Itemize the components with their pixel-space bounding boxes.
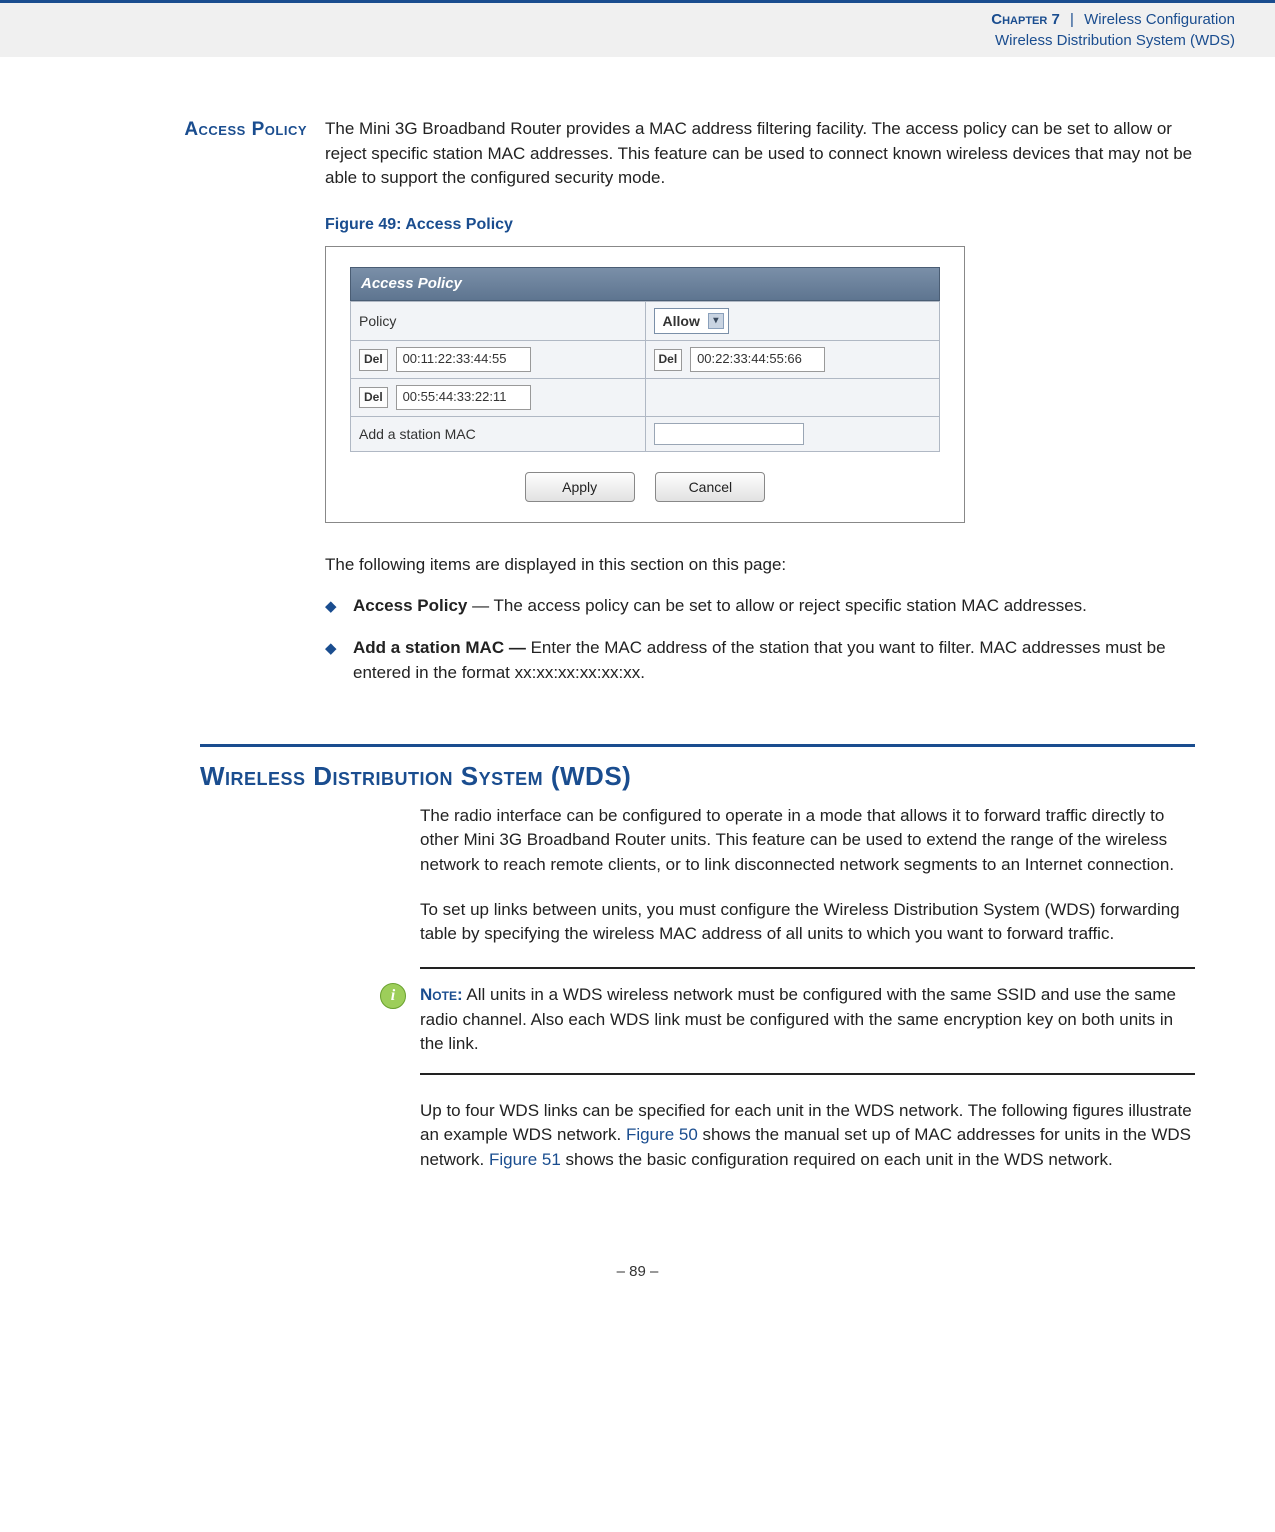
mac-value-1: 00:11:22:33:44:55 bbox=[396, 347, 531, 372]
bullet-icon: ◆ bbox=[325, 636, 353, 685]
figure-50-link[interactable]: Figure 50 bbox=[626, 1125, 698, 1144]
mac-cell-2: Del 00:22:33:44:55:66 bbox=[645, 341, 940, 379]
bullet-icon: ◆ bbox=[325, 594, 353, 619]
bullet-item-1: ◆ Access Policy — The access policy can … bbox=[325, 594, 1195, 619]
figure-49-caption: Figure 49: Access Policy bbox=[325, 213, 1195, 236]
add-mac-input[interactable] bbox=[654, 423, 804, 445]
header-title-2: Wireless Distribution System (WDS) bbox=[995, 32, 1235, 49]
bullet-term-2: Add a station MAC — bbox=[353, 638, 531, 657]
del-button-2[interactable]: Del bbox=[654, 349, 683, 370]
items-intro: The following items are displayed in thi… bbox=[325, 553, 1195, 578]
chevron-down-icon: ▾ bbox=[708, 313, 724, 329]
note-text: All units in a WDS wireless network must… bbox=[420, 985, 1176, 1053]
policy-label-cell: Policy bbox=[351, 301, 646, 340]
chapter-label: Chapter 7 bbox=[991, 11, 1060, 28]
wds-heading: Wireless Distribution System (WDS) bbox=[200, 761, 1195, 792]
mac-cell-3: Del 00:55:44:33:22:11 bbox=[351, 379, 646, 417]
access-policy-intro: The Mini 3G Broadband Router provides a … bbox=[325, 117, 1195, 191]
header-title-1: Wireless Configuration bbox=[1084, 11, 1235, 28]
add-mac-input-cell bbox=[645, 416, 940, 451]
info-icon: i bbox=[380, 983, 406, 1009]
add-mac-label-cell: Add a station MAC bbox=[351, 416, 646, 451]
page-footer: – 89 – bbox=[0, 1233, 1275, 1320]
note-block: i Note: All units in a WDS wireless netw… bbox=[420, 967, 1195, 1075]
header-sep: | bbox=[1070, 11, 1074, 28]
page-header: Chapter 7 | Wireless Configuration Wirel… bbox=[0, 0, 1275, 57]
cancel-button[interactable]: Cancel bbox=[655, 472, 765, 502]
bullet-list: ◆ Access Policy — The access policy can … bbox=[325, 594, 1195, 686]
wds-p2: To set up links between units, you must … bbox=[420, 898, 1195, 947]
mac-value-2: 00:22:33:44:55:66 bbox=[690, 347, 825, 372]
access-policy-table: Policy Allow ▾ Del 00:11:22:33:44:55 bbox=[350, 301, 940, 452]
wds-p3: Up to four WDS links can be specified fo… bbox=[420, 1099, 1195, 1173]
note-label: Note: bbox=[420, 985, 463, 1004]
figure-51-link[interactable]: Figure 51 bbox=[489, 1150, 561, 1169]
wds-p1: The radio interface can be configured to… bbox=[420, 804, 1195, 878]
policy-select[interactable]: Allow ▾ bbox=[654, 308, 729, 334]
figure-49-box: Access Policy Policy Allow ▾ De bbox=[325, 246, 965, 523]
access-policy-sidehead: Access Policy bbox=[100, 117, 325, 141]
bullet-term-1: Access Policy bbox=[353, 596, 467, 615]
policy-select-value: Allow bbox=[663, 311, 700, 331]
apply-button[interactable]: Apply bbox=[525, 472, 635, 502]
bullet-item-2: ◆ Add a station MAC — Enter the MAC addr… bbox=[325, 636, 1195, 685]
section-rule bbox=[200, 744, 1195, 747]
mac-cell-1: Del 00:11:22:33:44:55 bbox=[351, 341, 646, 379]
mac-value-3: 00:55:44:33:22:11 bbox=[396, 385, 531, 410]
policy-value-cell: Allow ▾ bbox=[645, 301, 940, 340]
bullet-text-1: The access policy can be set to allow or… bbox=[494, 596, 1087, 615]
del-button-3[interactable]: Del bbox=[359, 387, 388, 408]
wds-p3c: shows the basic configuration required o… bbox=[561, 1150, 1113, 1169]
del-button-1[interactable]: Del bbox=[359, 349, 388, 370]
bullet-dash-1: — bbox=[467, 596, 493, 615]
action-row: Apply Cancel bbox=[350, 452, 940, 502]
mac-cell-empty bbox=[645, 379, 940, 417]
panel-title: Access Policy bbox=[350, 267, 940, 301]
